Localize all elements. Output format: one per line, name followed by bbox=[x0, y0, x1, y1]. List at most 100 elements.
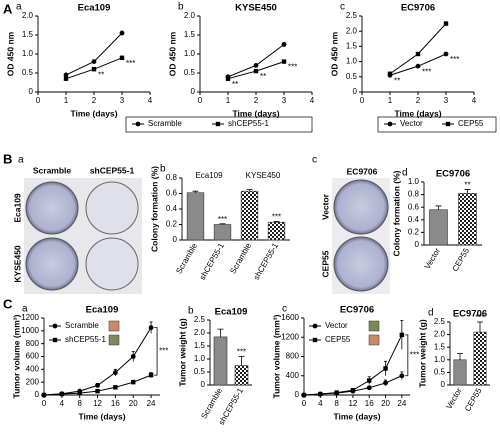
error-bar bbox=[464, 189, 471, 194]
marker bbox=[367, 378, 372, 383]
legend-label: shCEP55-1 bbox=[228, 119, 269, 128]
marker bbox=[225, 76, 231, 81]
legend-marker bbox=[387, 121, 393, 127]
sub-letter: a bbox=[18, 155, 24, 166]
marker bbox=[350, 387, 356, 393]
marker bbox=[148, 372, 154, 378]
significance: ** bbox=[98, 70, 104, 79]
x-tick-label: 4 bbox=[472, 96, 477, 105]
y-tick-label: 400 bbox=[26, 364, 40, 373]
y-tick-label: 0 bbox=[35, 390, 40, 399]
marker bbox=[148, 325, 154, 331]
y-tick-label: 200 bbox=[26, 377, 40, 386]
significance: *** bbox=[218, 215, 227, 224]
sub-letter: b bbox=[188, 306, 194, 317]
sub-letter: c bbox=[340, 2, 345, 13]
y-tick-label: 2.0 bbox=[434, 330, 446, 339]
plate-row-label: Vector bbox=[320, 193, 330, 220]
significance: *** bbox=[159, 346, 168, 355]
x-tick-label: 4 bbox=[318, 399, 323, 408]
chart-title: Eca109 bbox=[215, 307, 248, 318]
marker bbox=[301, 392, 307, 398]
sub-letter: d bbox=[402, 168, 408, 179]
y-tick-label: 0 bbox=[353, 87, 358, 96]
x-tick-label: 20 bbox=[381, 399, 390, 408]
panel-letter: C bbox=[3, 296, 13, 311]
marker bbox=[281, 59, 287, 64]
x-tick-label: 2 bbox=[92, 96, 97, 105]
marker bbox=[52, 323, 58, 329]
group-label: Eca109 bbox=[195, 171, 223, 180]
y-tick-label: 0 bbox=[191, 87, 196, 96]
panel-letter: B bbox=[3, 151, 12, 166]
y-tick-label: 800 bbox=[286, 352, 300, 361]
x-axis-label: Time (days) bbox=[78, 411, 125, 421]
y-tick-label: 0.5 bbox=[194, 367, 206, 376]
x-tick-label: 12 bbox=[93, 399, 102, 408]
marker bbox=[95, 388, 100, 394]
bar bbox=[240, 190, 259, 241]
marker bbox=[281, 42, 287, 47]
y-tick-label: 0.2 bbox=[408, 228, 420, 237]
y-tick-label: 0 bbox=[295, 390, 300, 399]
plate-title: EC9706 bbox=[347, 166, 378, 176]
x-tick-label: 0 bbox=[198, 96, 203, 105]
bar bbox=[267, 221, 286, 241]
y-tick-label: 0 bbox=[173, 235, 178, 244]
x-tick-label: 8 bbox=[334, 399, 339, 408]
bar bbox=[429, 209, 448, 246]
plate-row-label: KYSE450 bbox=[12, 245, 22, 283]
x-tick-label: 4 bbox=[148, 96, 153, 105]
y-axis-label: Tumor volume (mm³) bbox=[271, 314, 281, 398]
legend-label: Vector bbox=[325, 321, 348, 330]
x-axis-label: Time (days) bbox=[333, 411, 380, 421]
marker bbox=[312, 323, 318, 329]
x-tick-label: shCEP55-1 bbox=[198, 241, 227, 281]
x-tick-label: Scramble bbox=[228, 241, 253, 275]
significance-bracket bbox=[154, 327, 158, 376]
marker bbox=[131, 379, 136, 385]
series-line bbox=[303, 334, 403, 396]
marker bbox=[334, 390, 339, 395]
legend-thumbnail bbox=[108, 320, 120, 332]
significance: *** bbox=[410, 350, 419, 359]
legend-thumbnail bbox=[108, 334, 120, 346]
y-tick-label: 0 bbox=[441, 380, 446, 389]
y-tick-label: 1.5 bbox=[346, 42, 358, 51]
panel-letter: A bbox=[3, 1, 13, 16]
legend-label: Vector bbox=[400, 119, 423, 128]
x-tick-label: 12 bbox=[348, 399, 357, 408]
significance: *** bbox=[450, 55, 459, 64]
y-tick-label: 2.0 bbox=[22, 11, 34, 20]
legend-thumbnail bbox=[368, 320, 380, 332]
bar bbox=[458, 193, 477, 246]
chart-title: KYSE450 bbox=[235, 3, 277, 14]
x-tick-label: 16 bbox=[111, 399, 120, 408]
y-tick-label: 1.0 bbox=[194, 354, 206, 363]
marker bbox=[113, 385, 118, 390]
marker bbox=[312, 337, 318, 343]
y-tick-label: 1000 bbox=[21, 326, 39, 335]
y-tick-label: 0.8 bbox=[408, 190, 420, 199]
marker bbox=[77, 390, 82, 396]
y-tick-label: 1.0 bbox=[346, 57, 358, 66]
significance-bracket bbox=[404, 334, 409, 377]
chart-title: EC9706 bbox=[436, 169, 470, 180]
legend-marker bbox=[445, 121, 451, 127]
error-bar bbox=[219, 223, 226, 225]
legend-marker bbox=[135, 121, 141, 127]
x-tick-label: Vector bbox=[444, 386, 463, 410]
x-tick-label: 2 bbox=[416, 96, 421, 105]
marker bbox=[52, 337, 58, 343]
y-tick-label: 0.8 bbox=[166, 173, 178, 182]
sub-letter: a bbox=[16, 2, 22, 13]
legend-thumbnail bbox=[368, 334, 380, 346]
legend-label: CEP55 bbox=[325, 335, 351, 344]
sub-letter: c bbox=[312, 155, 317, 166]
marker bbox=[443, 51, 449, 57]
y-axis-label: OD 450 nm bbox=[5, 31, 15, 76]
x-tick-label: 20 bbox=[129, 399, 138, 408]
y-tick-label: 2.0 bbox=[346, 26, 358, 35]
x-tick-label: 2 bbox=[254, 96, 259, 105]
y-tick-label: 0 bbox=[29, 87, 34, 96]
